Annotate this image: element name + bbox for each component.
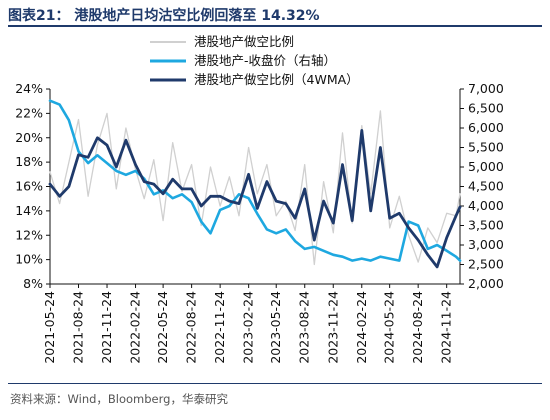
left-tick-label: 8% xyxy=(23,276,43,291)
x-tick-label: 2021-05-24 xyxy=(42,291,57,364)
right-tick-label: 5,000 xyxy=(468,159,504,174)
left-tick-label: 10% xyxy=(15,252,43,267)
right-tick-label: 5,500 xyxy=(468,140,504,155)
series-line-short-ratio xyxy=(49,110,461,266)
x-tick-label: 2022-05-24 xyxy=(155,291,170,364)
x-tick-label: 2022-11-24 xyxy=(212,291,227,364)
chart-title: 图表21： 港股地产日均沽空比例回落至 14.32% xyxy=(8,8,320,24)
left-tick-label: 24% xyxy=(15,81,43,96)
x-tick-label: 2023-11-24 xyxy=(325,291,340,364)
x-tick-label: 2023-02-24 xyxy=(241,291,256,364)
legend-label-short-ratio-4wma: 港股地产做空比例（4WMA） xyxy=(194,72,359,87)
right-tick-label: 2,500 xyxy=(468,257,504,272)
series-line-close-price xyxy=(48,99,462,262)
right-tick-label: 6,000 xyxy=(468,120,504,135)
series-layer xyxy=(48,99,462,269)
x-tick-label: 2024-05-24 xyxy=(382,291,397,364)
axes: 8% 10% 12% 14% 16% 18% 20% 22% 24% 2,000 2,500 3,00… xyxy=(15,81,504,364)
left-tick-label: 12% xyxy=(15,227,43,242)
source-note: 资料来源：Wind，Bloomberg，华泰研究 xyxy=(10,392,228,406)
line-chart: 港股地产做空比例 港股地产-收盘价（右轴） 港股地产做空比例（4WMA） 8% 1… xyxy=(15,34,504,364)
right-tick-label: 3,500 xyxy=(468,218,504,233)
right-tick-label: 7,000 xyxy=(468,81,504,96)
x-tick-label: 2023-08-24 xyxy=(297,291,312,364)
right-tick-label: 4,500 xyxy=(468,179,504,194)
right-tick-label: 2,000 xyxy=(468,276,504,291)
right-tick-label: 3,000 xyxy=(468,237,504,252)
x-tick-label: 2024-08-24 xyxy=(410,291,425,364)
x-tick-label: 2022-02-24 xyxy=(128,291,143,364)
legend: 港股地产做空比例 港股地产-收盘价（右轴） 港股地产做空比例（4WMA） xyxy=(150,34,359,87)
legend-label-close-price: 港股地产-收盘价（右轴） xyxy=(194,53,336,68)
title-rule xyxy=(8,25,542,27)
x-tick-label: 2021-08-24 xyxy=(71,291,86,364)
left-tick-label: 20% xyxy=(15,130,43,145)
x-tick-label: 2024-11-24 xyxy=(439,291,454,364)
footer-rule xyxy=(8,383,542,384)
x-tick-label: 2024-02-24 xyxy=(354,291,369,364)
left-tick-label: 16% xyxy=(15,179,43,194)
left-tick-label: 18% xyxy=(15,154,43,169)
right-tick-label: 6,500 xyxy=(468,101,504,116)
x-tick-label: 2022-08-24 xyxy=(184,291,199,364)
left-tick-label: 14% xyxy=(15,203,43,218)
right-tick-label: 4,000 xyxy=(468,198,504,213)
left-tick-label: 22% xyxy=(15,105,43,120)
x-tick-label: 2021-11-24 xyxy=(99,291,114,364)
series-line-short-ratio-4wma xyxy=(48,128,462,269)
x-tick-label: 2023-05-24 xyxy=(268,291,283,364)
legend-label-short-ratio: 港股地产做空比例 xyxy=(194,34,294,49)
